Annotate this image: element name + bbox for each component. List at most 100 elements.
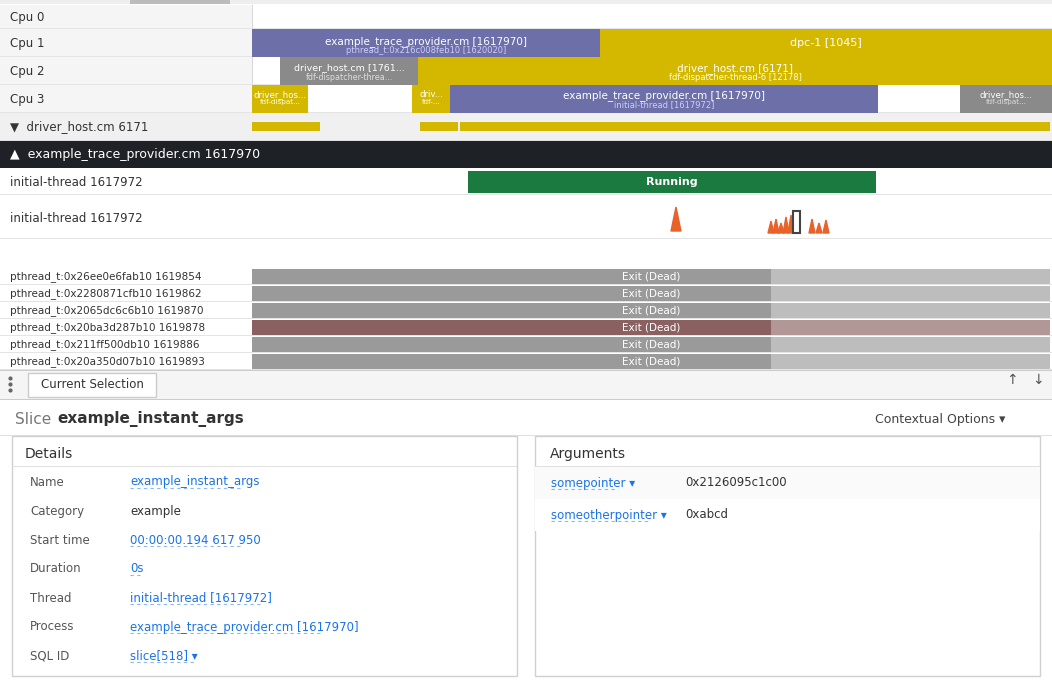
Bar [0,403,1052,435]
Bar [0,56,1052,57]
Bar [0,302,1052,319]
Bar [460,122,1050,131]
Bar [0,29,252,57]
Text: pthread_t:0x2065dc6c6b10 1619870: pthread_t:0x2065dc6c6b10 1619870 [11,305,203,316]
Text: ↓: ↓ [1032,373,1044,387]
Text: Duration: Duration [31,562,82,576]
Text: example_instant_args: example_instant_args [130,475,260,489]
Text: Cpu 0: Cpu 0 [11,10,44,24]
Text: fdf-dispat...: fdf-dispat... [260,99,301,105]
Text: pthread_t:0x2280871cfb10 1619862: pthread_t:0x2280871cfb10 1619862 [11,288,202,299]
Bar [535,467,1040,499]
Bar [0,369,1052,370]
Text: pthread_t:0x20ba3d287b10 1619878: pthread_t:0x20ba3d287b10 1619878 [11,322,205,333]
Text: example_trace_provider.cm [1617970]: example_trace_provider.cm [1617970] [563,90,765,101]
Bar [535,499,1040,531]
Text: someotherpointer ▾: someotherpointer ▾ [551,509,667,521]
Bar [0,353,1052,370]
Text: Cpu 1: Cpu 1 [11,36,44,49]
Text: ↑: ↑ [1006,373,1018,387]
Bar [252,122,320,131]
Bar [0,84,1052,85]
Text: Details: Details [25,447,74,461]
Text: 0s: 0s [130,562,143,576]
Polygon shape [823,220,829,233]
Bar [412,85,450,113]
Bar [130,0,230,4]
Bar [0,5,252,29]
Text: Exit (Dead): Exit (Dead) [622,356,681,367]
Polygon shape [788,215,794,233]
Text: pthread_t:0x216c008feb10 [1620020]: pthread_t:0x216c008feb10 [1620020] [346,46,506,55]
Polygon shape [768,221,774,233]
Polygon shape [816,223,822,233]
Bar [0,85,1052,113]
Text: Running: Running [646,177,697,187]
Polygon shape [778,223,784,233]
Bar [252,269,1050,284]
Bar [252,303,1050,318]
Text: pthread_t:0x26ee0e6fab10 1619854: pthread_t:0x26ee0e6fab10 1619854 [11,271,202,282]
Bar [252,286,1050,301]
Text: fdf-dispatcher-threa...: fdf-dispatcher-threa... [305,73,392,82]
Text: Current Selection: Current Selection [41,379,143,391]
Text: ▲  example_trace_provider.cm 1617970: ▲ example_trace_provider.cm 1617970 [11,148,260,161]
Text: driv...: driv... [419,90,443,99]
Bar [252,85,308,113]
Bar [0,352,1052,353]
Bar [252,354,1050,369]
Bar [0,435,1052,436]
Bar [252,320,1050,335]
Bar [12,436,517,676]
Text: Exit (Dead): Exit (Dead) [622,340,681,349]
Bar [252,29,600,57]
Bar [420,122,458,131]
Text: Cpu 3: Cpu 3 [11,93,44,106]
Text: driver_hos...: driver_hos... [979,90,1032,99]
Text: ▼  driver_host.cm 6171: ▼ driver_host.cm 6171 [11,120,148,134]
Text: initial-thread [1617972]: initial-thread [1617972] [613,100,714,109]
Text: fdf-dispatcher-thread-6 [12178]: fdf-dispatcher-thread-6 [12178] [669,73,802,82]
Polygon shape [671,207,681,231]
Text: fdf-dispat...: fdf-dispat... [986,99,1027,105]
Text: example: example [130,505,181,518]
Bar [771,303,1050,318]
Bar [0,319,1052,336]
Text: Name: Name [31,475,65,489]
Bar [0,335,1052,336]
Text: example_instant_args: example_instant_args [57,411,244,427]
Bar [0,194,1052,195]
Bar [28,373,156,397]
Bar [0,28,1052,29]
Bar [0,399,1052,400]
Bar [0,85,252,113]
Text: driver_host.cm [1761...: driver_host.cm [1761... [294,63,404,72]
Text: driver_host.cm [6171]: driver_host.cm [6171] [677,63,793,74]
Bar [771,286,1050,301]
Text: Cpu 2: Cpu 2 [11,65,44,77]
Text: example_trace_provider.cm [1617970]: example_trace_provider.cm [1617970] [325,36,527,47]
Bar [960,85,1052,113]
Bar [771,337,1050,352]
Bar [771,354,1050,369]
Bar [0,370,1052,371]
Text: Exit (Dead): Exit (Dead) [622,271,681,281]
Text: example_trace_provider.cm [1617970]: example_trace_provider.cm [1617970] [130,621,359,633]
Polygon shape [809,219,815,233]
Bar [793,211,800,233]
Bar [280,57,418,85]
Text: initial-thread [1617972]: initial-thread [1617972] [130,592,271,605]
Text: initial-thread 1617972: initial-thread 1617972 [11,175,143,189]
Bar [0,169,1052,195]
Bar [418,57,1052,85]
Bar [0,113,252,141]
Text: pthread_t:0x20a350d07b10 1619893: pthread_t:0x20a350d07b10 1619893 [11,356,205,367]
Bar [0,141,1052,168]
Text: Process: Process [31,621,75,633]
Text: Exit (Dead): Exit (Dead) [622,322,681,333]
Bar [468,171,876,193]
Text: 00:00:00.194 617 950: 00:00:00.194 617 950 [130,534,261,546]
Text: 0x2126095c1c00: 0x2126095c1c00 [685,477,787,489]
Bar [0,284,1052,285]
Text: SQL ID: SQL ID [31,649,69,663]
